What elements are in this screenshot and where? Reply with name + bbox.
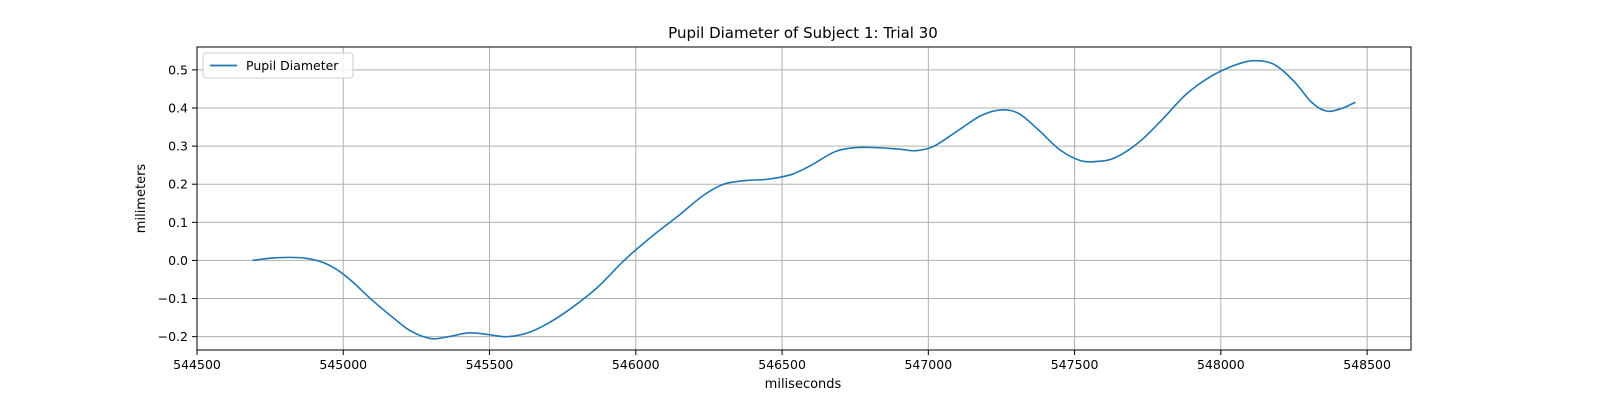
legend-label: Pupil Diameter [246, 58, 339, 73]
chart-title: Pupil Diameter of Subject 1: Trial 30 [668, 24, 938, 42]
legend: Pupil Diameter [202, 52, 354, 79]
plot-area [196, 46, 1412, 351]
y-tick-label: 0.1 [168, 215, 188, 230]
series-line-pupil-diameter [252, 59, 1356, 340]
x-tick-label: 548500 [1343, 357, 1391, 372]
legend-box [202, 52, 354, 79]
x-tick-label: 548000 [1197, 357, 1245, 372]
x-tick-label: 547500 [1051, 357, 1099, 372]
x-tick-label: 545000 [319, 357, 367, 372]
x-tick-label: 545500 [466, 357, 514, 372]
x-tick-label: 546000 [612, 357, 660, 372]
x-tick-label: 547000 [904, 357, 952, 372]
y-axis-label: milimeters [134, 164, 149, 234]
y-tick-label: 0.0 [168, 253, 188, 268]
y-tick-label: 0.3 [168, 139, 188, 154]
grid-lines [196, 47, 1411, 350]
y-tick-label: 0.5 [168, 62, 188, 77]
x-tick-label: 546500 [758, 357, 806, 372]
axis-ticks: 544500 545000 545500 546000 546500 547000 5475… [158, 62, 1391, 372]
y-tick-label: −0.2 [158, 329, 188, 344]
y-tick-label: 0.2 [168, 177, 188, 192]
x-axis-label: miliseconds [765, 377, 842, 392]
y-tick-label: −0.1 [158, 291, 188, 306]
y-tick-label: 0.4 [168, 100, 188, 115]
x-tick-label: 544500 [173, 357, 221, 372]
